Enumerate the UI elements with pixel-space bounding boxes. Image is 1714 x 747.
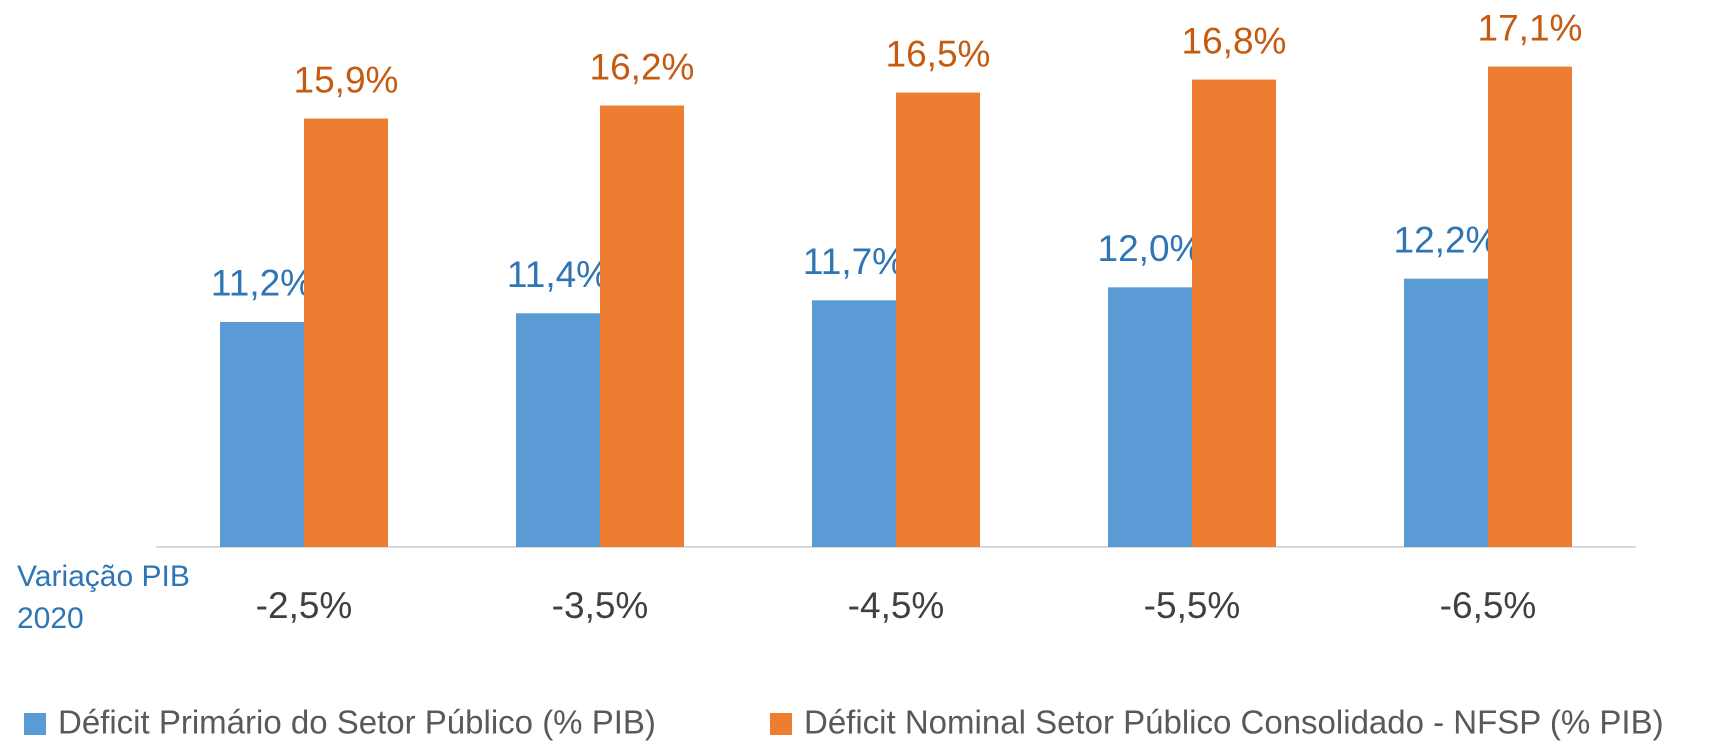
bar xyxy=(304,118,388,547)
data-label: 12,2% xyxy=(1394,219,1499,260)
x-tick-label: -2,5% xyxy=(256,585,353,626)
data-label: 17,1% xyxy=(1478,7,1583,48)
bar xyxy=(516,313,600,547)
x-tick-label: -5,5% xyxy=(1144,585,1241,626)
data-label: 15,9% xyxy=(294,59,399,100)
bar xyxy=(220,321,304,547)
bar xyxy=(1192,79,1276,548)
legend-swatch xyxy=(770,713,792,735)
x-tick-label: -6,5% xyxy=(1440,585,1537,626)
data-label: 11,7% xyxy=(803,241,905,282)
x-tick-label: -3,5% xyxy=(552,585,649,626)
x-axis-label: Variação PIB xyxy=(17,560,190,593)
data-label: 11,2% xyxy=(211,263,313,304)
bar xyxy=(1108,287,1192,547)
bar xyxy=(600,105,684,547)
legend-label: Déficit Nominal Setor Público Consolidad… xyxy=(804,704,1664,741)
bar xyxy=(812,300,896,547)
legend-label: Déficit Primário do Setor Público (% PIB… xyxy=(58,704,656,741)
data-label: 16,8% xyxy=(1182,20,1287,61)
bar xyxy=(1404,278,1488,547)
data-label: 11,4% xyxy=(507,254,609,295)
data-label: 16,2% xyxy=(590,46,695,87)
bar xyxy=(1488,66,1572,547)
legend-swatch xyxy=(24,713,46,735)
bar xyxy=(896,92,980,547)
data-label: 16,5% xyxy=(886,33,991,74)
data-label: 12,0% xyxy=(1098,228,1203,269)
x-axis-label: 2020 xyxy=(17,602,84,635)
x-tick-label: -4,5% xyxy=(848,585,945,626)
